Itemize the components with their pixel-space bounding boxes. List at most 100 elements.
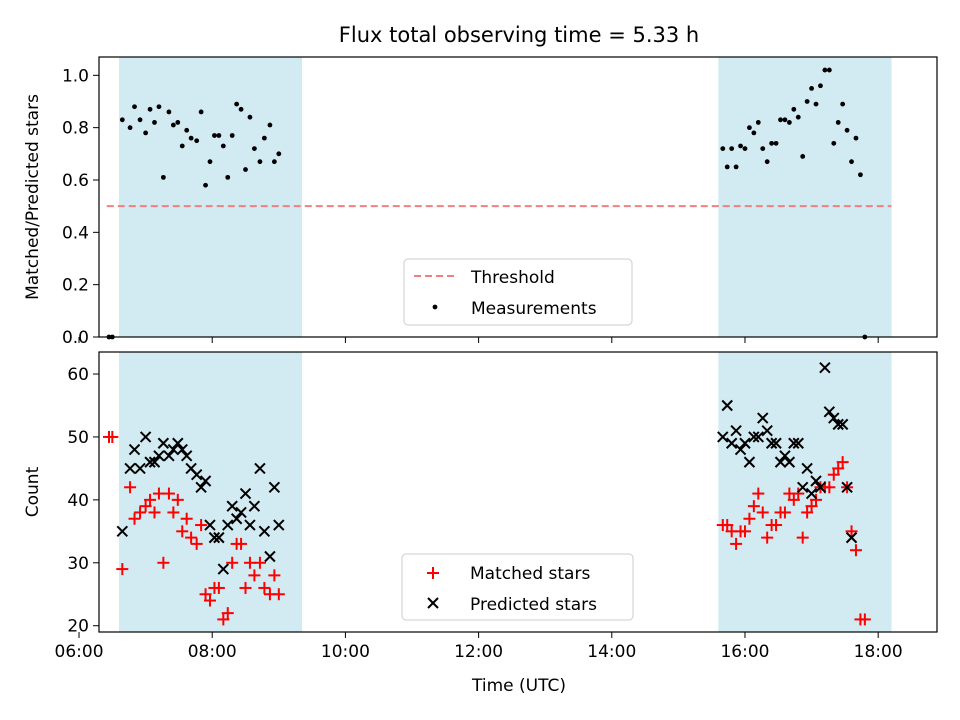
x-tick-label: 08:00: [188, 642, 237, 662]
predicted-star-point: [190, 468, 203, 481]
measurement-point: [212, 133, 217, 138]
matched-star-point: [190, 537, 203, 550]
predicted-star-point: [739, 437, 751, 449]
measurement-point: [773, 140, 779, 146]
measurement-point: [742, 146, 748, 151]
axes-frame: [98, 351, 938, 633]
measurement-point: [755, 120, 761, 125]
predicted-star-point: [801, 462, 813, 475]
x-tick-label: 16:00: [720, 642, 769, 662]
predicted-star-point: [244, 519, 256, 531]
measurement-point: [747, 125, 752, 131]
matched-star-point: [832, 462, 845, 475]
predicted-star-point: [235, 506, 247, 519]
matched-star-point: [787, 493, 800, 506]
matched-star-point: [185, 531, 198, 544]
x-tick-label: 06:00: [55, 642, 104, 662]
measurement-point: [818, 83, 823, 89]
y-tick-label: 60: [67, 365, 89, 385]
measurement-point: [729, 146, 735, 151]
matched-star-point: [752, 487, 765, 500]
legend-threshold-label: Threshold: [470, 268, 555, 288]
measurement-point: [132, 104, 137, 110]
matched-star-point: [199, 588, 212, 601]
measurement-point: [238, 106, 244, 112]
measurement-point: [782, 117, 788, 123]
matched-star-point: [738, 525, 751, 538]
matched-star-point: [823, 481, 836, 494]
measurement-point: [143, 130, 149, 136]
measurement-point: [800, 154, 806, 159]
measurement-point: [247, 114, 253, 120]
matched-star-point: [268, 569, 281, 582]
measurement-point: [738, 143, 743, 149]
predicted-star-point: [213, 531, 225, 544]
matched-star-point: [778, 506, 791, 519]
y-tick-label: 50: [67, 428, 89, 448]
predicted-star-point: [268, 481, 281, 493]
predicted-star-point: [845, 531, 858, 544]
bottom-legend: Matched stars Predicted stars: [401, 553, 634, 621]
matched-star-point: [148, 506, 161, 519]
predicted-star-point: [832, 418, 844, 431]
observing-window-shade: [718, 57, 892, 337]
predicted-star-point: [783, 456, 796, 468]
predicted-star-point: [779, 450, 791, 462]
top-panel: 0.0 0.2 0.4 0.6 0.8 1.0 Matched/Predicted sta…: [23, 56, 938, 348]
predicted-star-point: [788, 437, 800, 449]
predicted-star-point: [796, 481, 809, 493]
predicted-star-point: [134, 462, 146, 475]
predicted-star-point: [248, 500, 261, 512]
matched-star-point: [248, 569, 261, 582]
predicted-star-point: [180, 450, 193, 462]
predicted-star-point: [730, 424, 742, 437]
matched-star-point: [756, 506, 769, 519]
legend-box: [401, 553, 634, 621]
measurement-point: [261, 135, 267, 141]
predicted-star-point: [752, 431, 765, 443]
predicted-star-point: [199, 475, 212, 487]
measurement-point: [849, 159, 854, 165]
predicted-star-point: [721, 399, 733, 412]
predicted-star-point: [734, 443, 747, 456]
top-ylabel: Matched/Predicted stars: [23, 94, 43, 300]
predicted-star-point: [725, 437, 738, 449]
measurement-point: [216, 133, 222, 138]
matched-star-point: [203, 594, 216, 607]
measurement-point: [853, 135, 859, 141]
matched-star-point: [221, 607, 234, 620]
matched-star-point: [836, 456, 849, 469]
predicted-star-point: [116, 525, 129, 538]
predicted-star-point: [254, 462, 266, 475]
matched-star-point: [167, 506, 180, 519]
observing-window-shade: [118, 57, 303, 337]
matched-star-point: [272, 588, 285, 601]
legend-predicted-label: Predicted stars: [470, 595, 597, 615]
matched-star-point: [239, 581, 252, 594]
predicted-star-point: [239, 487, 252, 500]
measurement-point: [751, 130, 757, 136]
predicted-star-point: [258, 525, 271, 538]
predicted-star-point: [792, 437, 804, 449]
measurement-point: [760, 146, 766, 151]
predicted-star-point: [128, 443, 141, 456]
measurement-point: [225, 174, 231, 180]
predicted-star-point: [226, 500, 238, 512]
predicted-star-point: [167, 443, 180, 456]
matched-star-point: [845, 525, 858, 538]
x-tick-label: 14:00: [587, 642, 636, 662]
predicted-star-point: [148, 456, 161, 468]
matched-star-point: [743, 512, 756, 525]
predicted-star-point: [163, 450, 175, 462]
matched-star-point: [827, 468, 840, 481]
x-tick-label: 18:00: [854, 642, 903, 662]
bottom-ylabel: Count: [23, 466, 43, 517]
matched-star-point: [235, 537, 248, 550]
matched-star-point: [258, 581, 271, 594]
matched-star-point: [226, 556, 239, 569]
x-axis-label: Time (UTC): [471, 676, 566, 696]
predicted-star-point: [757, 412, 769, 424]
measurement-point: [724, 164, 730, 170]
predicted-star-point: [761, 424, 773, 437]
